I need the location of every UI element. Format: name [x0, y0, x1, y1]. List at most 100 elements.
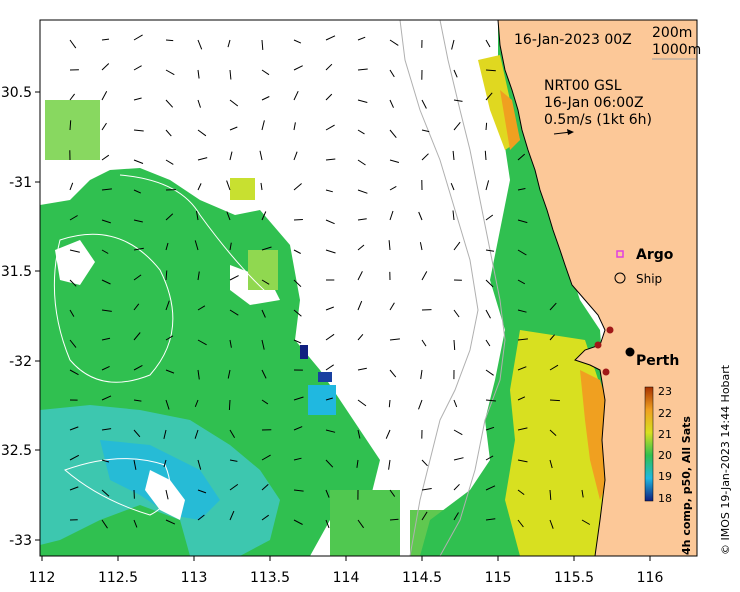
- lon-tick-label: 114: [333, 570, 360, 586]
- argo-legend-label: Argo: [636, 247, 674, 263]
- current-vector: [485, 180, 490, 191]
- current-vector: [485, 249, 495, 252]
- sst-patch: [248, 250, 278, 290]
- colorbar-tick: 22: [658, 407, 672, 420]
- lat-tick-label: -32: [9, 354, 32, 370]
- current-vector: [165, 39, 174, 42]
- current-vector: [357, 68, 368, 71]
- current-vector: [389, 518, 399, 521]
- current-vector: [69, 93, 75, 101]
- current-vector: [357, 300, 363, 311]
- plot-frame: [39, 19, 698, 557]
- current-vector: [197, 99, 201, 108]
- current-vector: [453, 99, 463, 102]
- current-vector: [101, 249, 109, 254]
- current-vector: [325, 249, 336, 254]
- current-vector: [165, 300, 170, 311]
- current-vector: [228, 399, 231, 411]
- current-vector: [293, 339, 302, 344]
- lat-tick-label: 30.5: [1, 85, 32, 101]
- isotherm: [53, 233, 174, 383]
- current-vector: [227, 39, 231, 48]
- current-vector: [356, 459, 359, 468]
- current-vector: [325, 429, 336, 433]
- current-vector: [229, 126, 238, 131]
- current-vector: [293, 219, 303, 221]
- isotherm: [119, 174, 276, 301]
- current-vector: [453, 121, 461, 131]
- current-vector: [101, 428, 112, 431]
- current-vector: [517, 366, 527, 371]
- current-vector: [388, 240, 391, 251]
- current-vector: [101, 122, 107, 131]
- current-vector: [133, 274, 142, 281]
- current-vector: [229, 429, 236, 439]
- current-vector: [325, 219, 335, 225]
- current-vector: [581, 489, 584, 498]
- current-vector: [261, 514, 269, 521]
- current-vector: [165, 129, 172, 137]
- current-vector: [549, 429, 557, 436]
- current-vector: [325, 35, 336, 41]
- lat-tick-label: 31.5: [1, 264, 32, 280]
- current-vector: [133, 65, 142, 71]
- sst-patch: [330, 490, 400, 556]
- current-vector: [357, 519, 365, 529]
- current-vector: [549, 302, 557, 311]
- current-vector: [485, 485, 496, 491]
- city-label-perth: Perth: [636, 353, 679, 369]
- sst-patch: [230, 178, 255, 200]
- current-vector: [229, 151, 233, 161]
- current-vector: [517, 427, 528, 431]
- current-vector: [293, 396, 304, 401]
- current-vector: [101, 279, 111, 285]
- bathy-contour-1000m: [399, 20, 479, 556]
- current-vector: [357, 36, 366, 41]
- current-vector: [293, 426, 303, 431]
- current-vector: [194, 240, 199, 251]
- current-vector: [101, 188, 112, 191]
- lon-tick-label: 115: [485, 570, 512, 586]
- current-vector: [389, 129, 397, 139]
- current-vector: [293, 90, 299, 101]
- current-vector: [453, 429, 463, 436]
- colorbar-tick: 23: [658, 385, 672, 398]
- current-vector: [197, 489, 207, 494]
- current-vector: [388, 459, 391, 470]
- current-vector: [197, 69, 200, 79]
- current-vector: [229, 459, 238, 462]
- current-vector: [165, 489, 169, 500]
- current-vector: [453, 241, 461, 251]
- current-vector: [197, 271, 200, 281]
- current-vector: [133, 247, 144, 251]
- current-vector: [133, 97, 142, 101]
- current-vector: [261, 39, 264, 50]
- current-vector: [293, 183, 302, 191]
- current-vector: [165, 335, 174, 341]
- current-vector: [101, 309, 112, 312]
- current-vector: [69, 454, 80, 461]
- current-vector: [261, 454, 271, 461]
- current-vector: [261, 484, 269, 491]
- current-vector: [485, 369, 494, 376]
- current-vector: [101, 489, 110, 497]
- current-vector: [194, 399, 199, 407]
- colorbar-tick: 19: [658, 470, 672, 483]
- current-vectors: [69, 34, 591, 529]
- current-vector: [421, 153, 429, 161]
- current-vector: [165, 69, 175, 76]
- current-scale-label: 0.5m/s (1kt 6h): [544, 112, 652, 128]
- current-vector: [101, 219, 111, 224]
- ship-legend-icon: [614, 272, 626, 284]
- current-vector: [453, 69, 458, 78]
- current-vector: [69, 426, 79, 431]
- current-vector: [229, 99, 239, 107]
- colorbar-tick: 21: [658, 428, 672, 441]
- current-vector: [197, 183, 202, 191]
- current-vector: [325, 459, 334, 468]
- current-vector: [453, 483, 460, 491]
- lon-tick-label: 116: [637, 570, 664, 586]
- contour-label-200m: 200m: [652, 25, 692, 41]
- current-vector: [485, 426, 495, 431]
- current-vector: [421, 129, 430, 133]
